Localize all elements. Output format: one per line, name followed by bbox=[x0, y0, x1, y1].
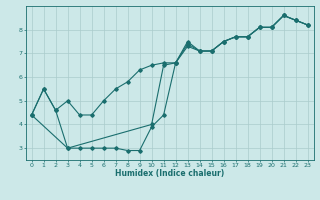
X-axis label: Humidex (Indice chaleur): Humidex (Indice chaleur) bbox=[115, 169, 224, 178]
